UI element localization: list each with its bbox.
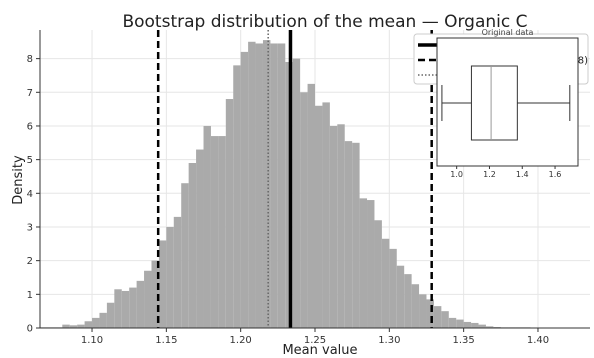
histogram-bar <box>262 40 271 329</box>
histogram-bar <box>292 58 301 329</box>
histogram-bar <box>352 142 360 328</box>
inset-tick-label: 1.0 <box>450 170 463 179</box>
histogram-bar <box>381 238 390 328</box>
histogram-bar <box>441 311 449 328</box>
x-tick-label: 1.25 <box>304 335 326 346</box>
y-tick-label: 5 <box>27 155 33 166</box>
histogram-bar <box>300 92 308 328</box>
histogram-bar <box>478 324 486 328</box>
histogram-bar <box>158 240 167 328</box>
histogram-bar <box>359 198 368 328</box>
x-tick-label: 1.15 <box>155 335 177 346</box>
histogram-bar <box>433 306 442 328</box>
histogram-bar <box>181 183 189 328</box>
y-tick-label: 0 <box>27 324 33 335</box>
chart-title: Bootstrap distribution of the mean — Org… <box>122 12 527 32</box>
x-axis-title: Mean value <box>282 343 357 358</box>
histogram-bar <box>493 326 501 328</box>
y-tick-label: 6 <box>27 121 33 132</box>
histogram-bar <box>404 274 412 328</box>
inset-tick-label: 1.6 <box>549 170 562 179</box>
histogram-bar <box>225 99 234 328</box>
y-tick-label: 7 <box>27 88 33 99</box>
y-tick-label: 8 <box>27 54 33 65</box>
histogram-bar <box>99 312 107 328</box>
histogram-bar <box>218 136 226 328</box>
histogram-bar <box>188 163 197 328</box>
histogram-bar <box>255 43 263 328</box>
histogram-bar <box>144 270 152 328</box>
x-tick-label: 1.30 <box>378 335 400 346</box>
histogram-bar <box>367 200 375 328</box>
legend-label: 28) <box>571 56 588 67</box>
histogram-bar <box>203 125 211 329</box>
x-tick-label: 1.10 <box>81 335 103 346</box>
x-tick-label: 1.40 <box>527 335 549 346</box>
x-tick-label: 1.20 <box>230 335 252 346</box>
histogram-bar <box>337 124 345 328</box>
histogram-bar <box>173 216 182 328</box>
inset-tick-label: 1.2 <box>483 170 496 179</box>
x-tick-label: 1.35 <box>453 335 475 346</box>
histogram-bar <box>471 322 479 328</box>
histogram-bar <box>463 321 472 328</box>
histogram-bar <box>426 299 434 328</box>
histogram-bar <box>136 280 145 328</box>
histogram-bar <box>315 105 323 328</box>
inset-boxplot: Original data 1.0 1.2 1.4 1.6 <box>436 28 579 179</box>
histogram-bar <box>84 321 93 328</box>
histogram-bar <box>389 248 397 328</box>
histogram-bar <box>270 43 278 328</box>
histogram-bar <box>166 226 174 328</box>
y-axis-title: Density <box>11 155 26 205</box>
histogram-bar <box>210 136 219 328</box>
histogram-bar <box>411 284 420 328</box>
histogram-bar <box>196 149 204 328</box>
histogram-bar <box>151 260 159 328</box>
histogram-bar <box>456 319 464 328</box>
histogram-bar <box>62 324 70 328</box>
y-tick-label: 4 <box>27 189 33 200</box>
histogram-bar <box>92 317 100 328</box>
histogram-bar <box>233 65 241 329</box>
histogram-bar <box>448 317 457 328</box>
histogram-bar <box>322 102 330 328</box>
histogram-bars <box>40 40 590 329</box>
histogram-bar <box>77 324 85 328</box>
histogram-bar <box>240 51 249 329</box>
inset-title: Original data <box>482 28 534 37</box>
histogram-bar <box>419 294 427 328</box>
histogram-bar <box>248 41 256 328</box>
histogram-bar <box>374 220 382 328</box>
histogram-bar <box>307 83 315 329</box>
inset-tick-label: 1.4 <box>516 170 529 179</box>
histogram-bar <box>329 125 338 329</box>
y-tick-label: 3 <box>27 222 33 233</box>
histogram-bar <box>106 302 115 328</box>
histogram-bar <box>121 290 130 328</box>
histogram-bar <box>277 43 286 328</box>
histogram-bar <box>396 265 405 328</box>
tick-labels: 1.10 1.15 1.20 1.25 1.30 1.35 1.40 0 1 2 3 4 5 6 7 8 <box>27 54 549 346</box>
histogram-bar <box>344 141 353 328</box>
inset-box <box>470 65 518 141</box>
histogram-bar <box>69 325 78 328</box>
y-tick-label: 1 <box>27 290 33 301</box>
y-tick-label: 2 <box>27 256 33 267</box>
histogram-bar <box>485 326 494 328</box>
histogram-bar <box>129 287 137 328</box>
histogram-bar <box>114 289 122 328</box>
